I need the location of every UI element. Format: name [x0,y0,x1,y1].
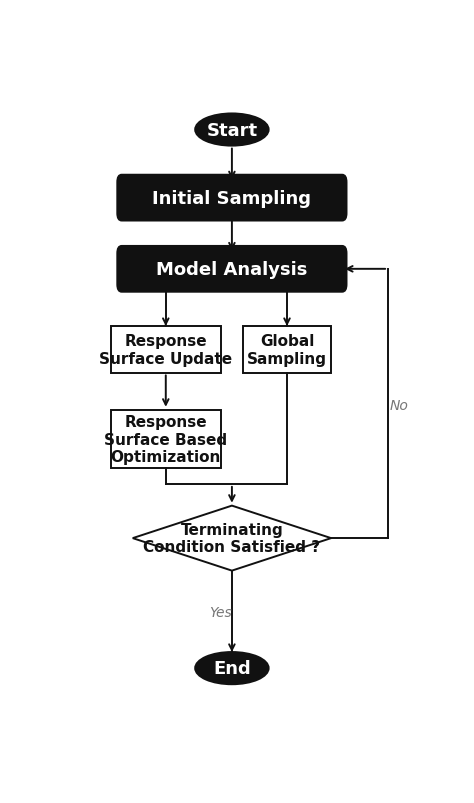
Ellipse shape [195,652,269,684]
Text: Terminating
Condition Satisfied ?: Terminating Condition Satisfied ? [143,522,320,555]
FancyBboxPatch shape [117,176,346,222]
Ellipse shape [195,114,269,146]
Text: End: End [213,659,251,677]
Text: Model Analysis: Model Analysis [156,260,308,279]
Text: Response
Surface Update: Response Surface Update [99,334,232,366]
Text: Yes: Yes [210,605,232,620]
FancyBboxPatch shape [117,247,346,292]
Polygon shape [133,506,331,571]
Text: Response
Surface Based
Optimization: Response Surface Based Optimization [104,414,228,464]
Text: Initial Sampling: Initial Sampling [153,190,311,207]
FancyBboxPatch shape [110,327,221,373]
Text: Start: Start [206,121,257,140]
FancyBboxPatch shape [110,410,221,469]
FancyBboxPatch shape [243,327,331,373]
Text: No: No [390,398,409,413]
Text: Global
Sampling: Global Sampling [247,334,327,366]
